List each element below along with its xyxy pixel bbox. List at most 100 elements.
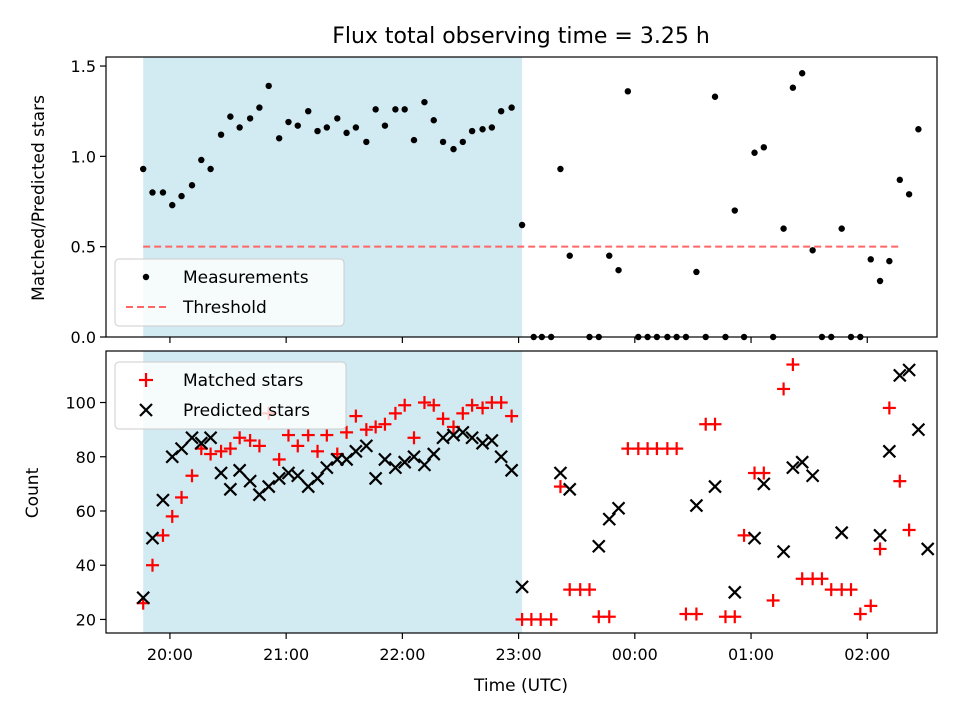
legend-predicted-label: Predicted stars — [183, 401, 310, 421]
matched-star-point — [602, 610, 616, 624]
measurement-point — [236, 124, 243, 131]
predicted-star-point — [272, 471, 286, 486]
predicted-star-point — [426, 447, 441, 461]
legend-predicted-marker — [139, 403, 153, 417]
measurement-point — [392, 106, 399, 113]
measurement-point — [896, 176, 904, 184]
matched-star-point — [214, 444, 228, 458]
measurement-point — [789, 84, 797, 91]
legend-measurements-label: Measurements — [183, 268, 309, 288]
measurement-point — [285, 118, 292, 126]
predicted-star-point — [185, 430, 199, 445]
x-tick-label: 20:00 — [147, 645, 193, 664]
predicted-star-point — [893, 368, 907, 383]
measurement-point — [915, 126, 922, 133]
matched-star-point — [165, 509, 179, 523]
chart-title: Flux total observing time = 3.25 h — [332, 24, 710, 49]
predicted-star-point — [310, 471, 325, 486]
predicted-star-point — [145, 531, 160, 545]
matched-star-point — [786, 358, 800, 372]
matched-star-point — [398, 398, 412, 412]
measurement-point — [159, 189, 167, 196]
predicted-star-point — [378, 452, 392, 467]
matched-star-point — [252, 439, 266, 453]
measurement-point — [381, 122, 389, 129]
predicted-star-point — [747, 531, 762, 545]
matched-star-point — [204, 447, 218, 461]
predicted-star-point — [504, 463, 519, 478]
predicted-star-point — [136, 590, 150, 605]
matched-star-point — [728, 610, 742, 624]
predicted-star-point — [174, 441, 189, 456]
matched-star-point — [369, 420, 383, 434]
matched-star-point — [243, 433, 257, 447]
measurement-point — [410, 136, 418, 144]
measurement-point — [178, 192, 185, 200]
measurement-point — [149, 189, 156, 196]
matched-star-point — [175, 490, 189, 504]
legend-threshold-label: Threshold — [182, 298, 267, 318]
predicted-star-point — [911, 422, 926, 437]
matched-star-point — [291, 439, 305, 453]
predicted-star-point — [475, 436, 490, 450]
matched-star-point — [757, 466, 771, 480]
top-panel-y-ticks: 0.0 0.5 1.0 1.5 — [71, 57, 106, 347]
bottom-panel-y-label: Count — [23, 467, 43, 518]
top-panel-legend: Measurements Threshold — [114, 258, 345, 327]
predicted-star-point — [349, 444, 363, 459]
x-tick-label: 02:00 — [844, 645, 890, 664]
matched-star-point — [777, 382, 791, 396]
measurement-point — [488, 124, 496, 131]
measurement-point — [867, 256, 874, 263]
measurement-point — [439, 138, 447, 146]
predicted-star-point — [485, 433, 499, 448]
measurement-point — [557, 165, 564, 173]
predicted-star-point — [417, 458, 432, 472]
predicted-star-point — [388, 460, 403, 475]
matched-star-point — [844, 583, 858, 597]
matched-star-point — [689, 607, 703, 621]
predicted-star-point — [232, 463, 247, 478]
measurement-point — [363, 138, 370, 146]
measurement-point — [352, 124, 360, 131]
measurement-point — [227, 113, 234, 120]
predicted-star-point — [243, 474, 257, 488]
top-panel-x-ticks — [169, 337, 868, 343]
predicted-star-point — [156, 493, 170, 507]
matched-star-point — [553, 480, 567, 494]
matched-star-point — [853, 607, 867, 621]
matched-star-point — [670, 442, 684, 456]
matched-star-point — [815, 572, 829, 586]
measurement-point — [372, 106, 379, 113]
predicted-star-point — [446, 428, 461, 442]
matched-star-point — [456, 406, 470, 420]
measurement-point — [275, 135, 283, 142]
measurement-point — [798, 70, 806, 77]
measurement-point — [615, 266, 622, 274]
measurement-point — [566, 252, 573, 259]
measurement-point — [624, 88, 632, 95]
measurement-point — [479, 126, 486, 133]
measurement-point — [294, 122, 301, 129]
predicted-star-point — [290, 468, 305, 483]
x-tick-label: 21:00 — [263, 645, 309, 664]
matched-star-point — [340, 425, 354, 439]
predicted-star-point — [902, 363, 916, 377]
measurement-point — [198, 156, 205, 164]
predicted-star-point — [602, 512, 617, 526]
matched-star-point — [708, 417, 722, 431]
predicted-star-point — [194, 436, 209, 450]
predicted-star-point — [592, 539, 606, 554]
legend-matched-label: Matched stars — [183, 371, 303, 391]
bottom-panel-x-ticks: 20:00 21:00 22:00 23:00 00:00 01:00 02:00 — [147, 633, 890, 664]
measurement-point — [188, 182, 196, 189]
bottom-legend-box — [114, 361, 347, 430]
predicted-star-point — [281, 466, 296, 480]
measurement-point — [169, 201, 176, 209]
matched-star-point — [436, 412, 450, 426]
measurement-point — [343, 129, 350, 137]
matched-star-point — [320, 428, 334, 442]
matched-star-point — [301, 428, 315, 442]
matched-star-point — [737, 528, 751, 542]
